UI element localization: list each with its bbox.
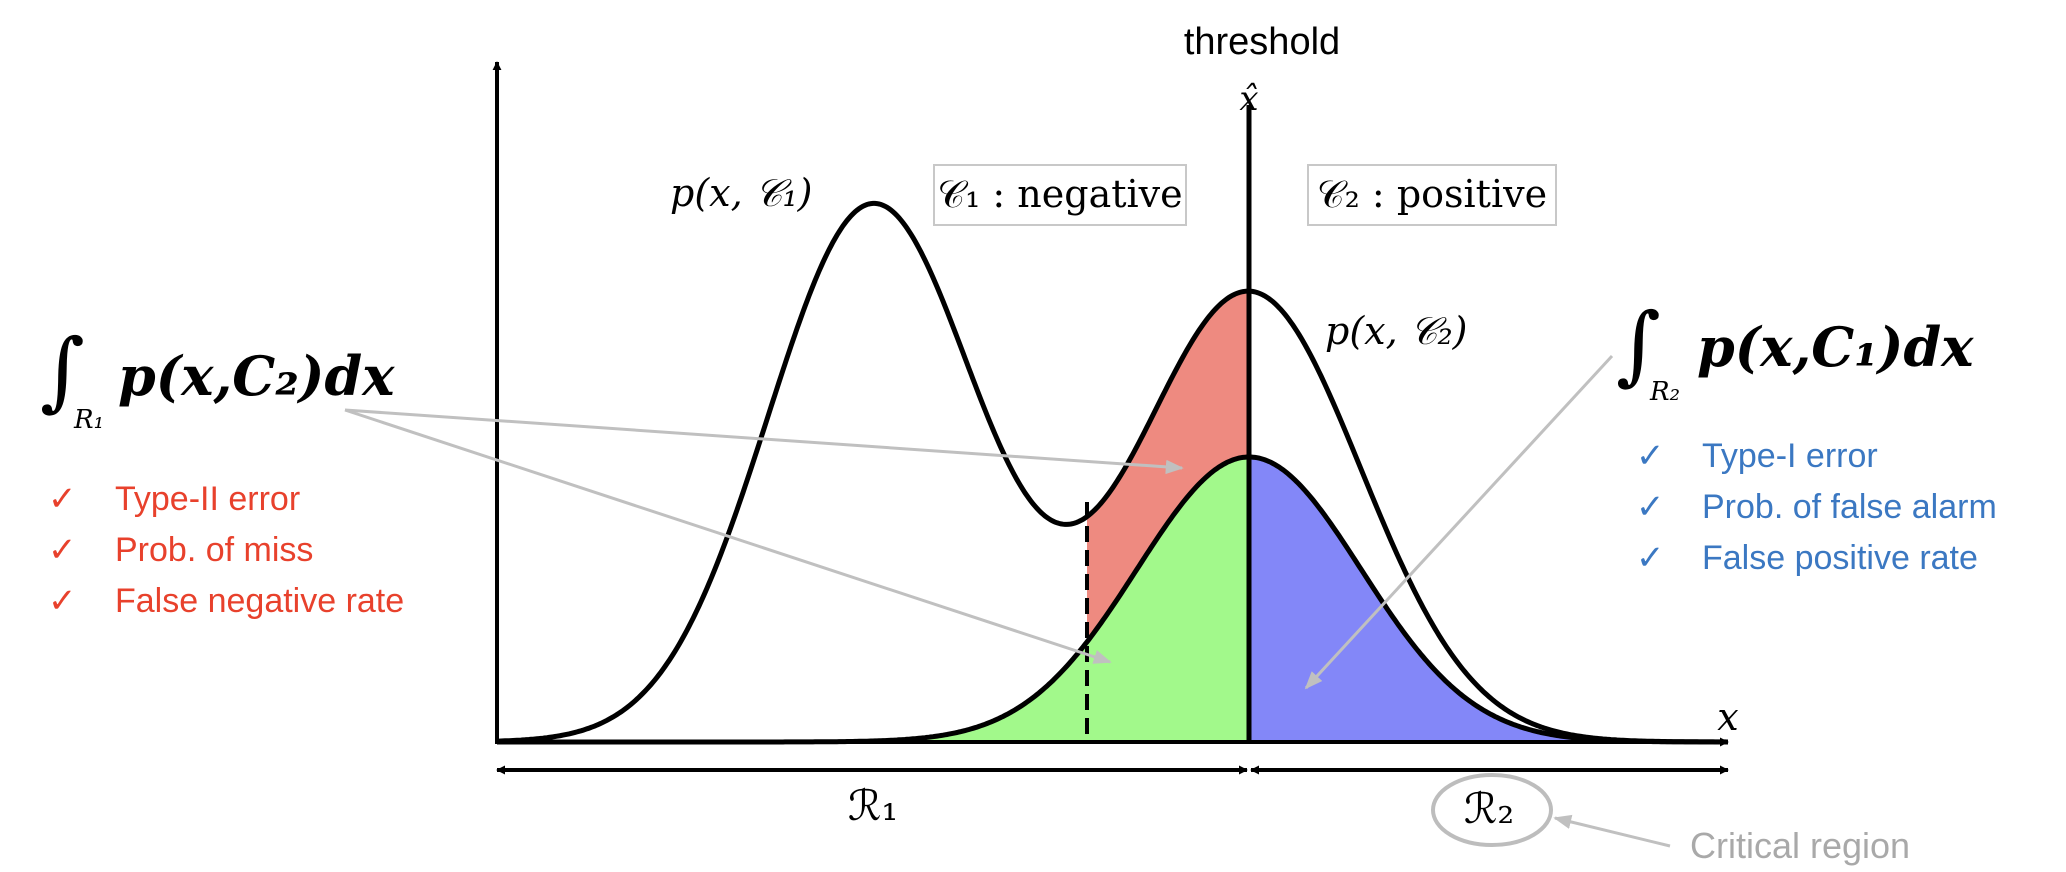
left-check-1: ✓ [48,480,77,518]
pointer-arrow-to-green [344,408,1112,664]
right-item-false-alarm: Prob. of false alarm [1702,488,1997,526]
pointer-arrow-to-red [344,408,1184,475]
positive-class-label: 𝒞₂ : positive [1317,172,1547,216]
critical-region-label: Critical region [1690,825,1910,866]
right-integral-sign: ∫ [1616,295,1661,395]
region-r1-label: ℛ₁ [848,781,898,830]
pointer-arrow-to-critical-region [1553,814,1671,848]
green-type-ii-area [900,457,1249,742]
curve-c2-label: p(x, 𝒞₂) [1325,309,1468,353]
blue-type-i-area [1249,457,1600,742]
right-integral-subscript: R₂ [1649,377,1680,407]
left-integral-sign: ∫ [40,321,85,421]
threshold-label: threshold [1184,21,1340,63]
left-item-type-ii: Type-II error [115,480,300,518]
x-axis-label: x [1717,695,1738,739]
right-item-fpr: False positive rate [1702,539,1978,577]
left-check-3: ✓ [48,582,77,620]
left-integral-subscript: R₁ [73,405,104,435]
critical-region-ellipse [1431,773,1553,847]
left-item-miss: Prob. of miss [115,531,313,569]
negative-class-label: 𝒞₁ : negative [937,172,1182,216]
curve-p-x-c2 [497,454,1728,745]
right-check-3: ✓ [1636,539,1665,577]
curve-c1-label: p(x, 𝒞₁) [670,171,813,215]
positive-class-box [1307,164,1557,226]
pointer-arrow-to-blue [1304,354,1614,690]
right-integrand: p(x,C₁)dx [1697,315,1974,379]
left-integrand: p(x,C₂)dx [118,344,395,408]
negative-class-box [933,164,1187,226]
left-item-fnr: False negative rate [115,582,404,620]
right-item-type-i: Type-I error [1702,437,1878,475]
right-check-1: ✓ [1636,437,1665,475]
curve-p-x-c1 [497,200,1728,745]
region-r2-label: ℛ₂ [1464,784,1514,833]
left-check-2: ✓ [48,531,77,569]
right-check-2: ✓ [1636,488,1665,526]
threshold-symbol: x̂ [1239,79,1258,119]
